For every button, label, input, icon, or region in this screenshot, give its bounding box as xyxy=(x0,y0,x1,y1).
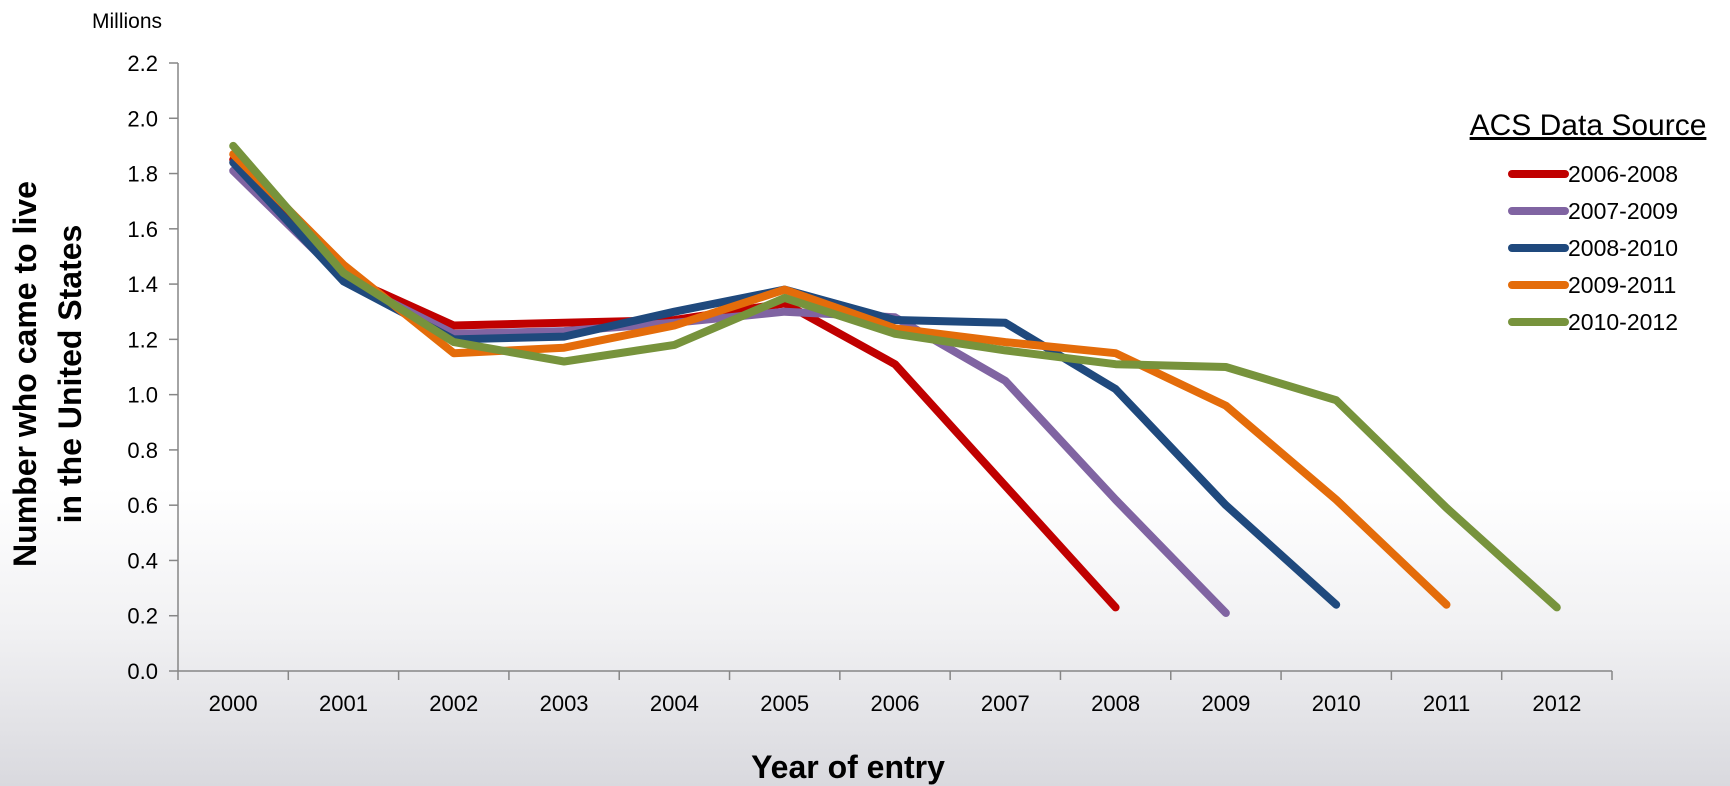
y-tick-label: 1.2 xyxy=(127,327,158,352)
series-line-2010-2012 xyxy=(229,141,1561,612)
y-tick-label: 0.0 xyxy=(127,659,158,684)
y-tick-label: 0.6 xyxy=(127,493,158,518)
y-tick-label: 2.2 xyxy=(127,51,158,76)
y-axis-title-line-1: Number who came to live xyxy=(7,181,43,567)
legend-label: 2007-2009 xyxy=(1568,198,1678,224)
unit-label: Millions xyxy=(92,10,162,33)
x-tick-label: 2008 xyxy=(1091,691,1140,716)
legend-item-2008-2010: 2008-2010 xyxy=(1508,235,1678,261)
x-tick-label: 2005 xyxy=(760,691,809,716)
series-lines xyxy=(229,141,1561,617)
x-tick-label: 2009 xyxy=(1201,691,1250,716)
y-axis-title: Number who came to live in the United St… xyxy=(7,181,88,567)
y-tick-label: 0.8 xyxy=(127,438,158,463)
x-axis-ticks: 2000 2001 2002 2003 2004 2005 2006 2007 2008 2009… xyxy=(177,671,1613,716)
legend-title: ACS Data Source xyxy=(1470,109,1707,142)
x-tick-label: 2004 xyxy=(650,691,699,716)
y-axis-title-line-2: in the United States xyxy=(52,225,88,524)
axes xyxy=(177,63,1612,672)
y-tick-label: 1.0 xyxy=(127,383,158,408)
x-tick-label: 2003 xyxy=(540,691,589,716)
x-tick-label: 2002 xyxy=(429,691,478,716)
series-line-2006-2008 xyxy=(229,155,1120,612)
legend-label: 2006-2008 xyxy=(1568,161,1678,187)
y-tick-label: 1.4 xyxy=(127,272,158,297)
x-tick-label: 2001 xyxy=(319,691,368,716)
legend-items: 2006-2008 2007-2009 2008-2010 2009-2011 2010… xyxy=(1508,161,1678,335)
legend-label: 2010-2012 xyxy=(1568,309,1678,335)
legend-item-2009-2011: 2009-2011 xyxy=(1508,272,1676,298)
series-line-2007-2009 xyxy=(229,166,1230,617)
y-axis-ticks: 0.0 0.2 0.4 0.6 0.8 1.0 1.2 1.4 1.6 1.8 2.0 2.2 xyxy=(127,51,178,684)
x-tick-label: 2010 xyxy=(1312,691,1361,716)
x-axis-title: Year of entry xyxy=(751,749,945,785)
y-tick-label: 0.2 xyxy=(127,604,158,629)
y-tick-label: 2.0 xyxy=(127,106,158,131)
x-tick-label: 2000 xyxy=(209,691,258,716)
y-tick-label: 0.4 xyxy=(127,548,158,573)
legend-label: 2009-2011 xyxy=(1568,272,1676,298)
legend-item-2007-2009: 2007-2009 xyxy=(1508,198,1678,224)
legend-item-2006-2008: 2006-2008 xyxy=(1508,161,1678,187)
legend: ACS Data Source 2006-2008 2007-2009 2008-2… xyxy=(1470,109,1707,335)
legend-item-2010-2012: 2010-2012 xyxy=(1508,309,1678,335)
legend-label: 2008-2010 xyxy=(1568,235,1678,261)
x-tick-label: 2011 xyxy=(1423,691,1470,716)
x-tick-label: 2006 xyxy=(871,691,920,716)
x-tick-label: 2012 xyxy=(1532,691,1581,716)
series-line-2009-2011 xyxy=(229,150,1451,609)
y-tick-label: 1.8 xyxy=(127,162,158,187)
x-tick-label: 2007 xyxy=(981,691,1030,716)
y-tick-label: 1.6 xyxy=(127,217,158,242)
